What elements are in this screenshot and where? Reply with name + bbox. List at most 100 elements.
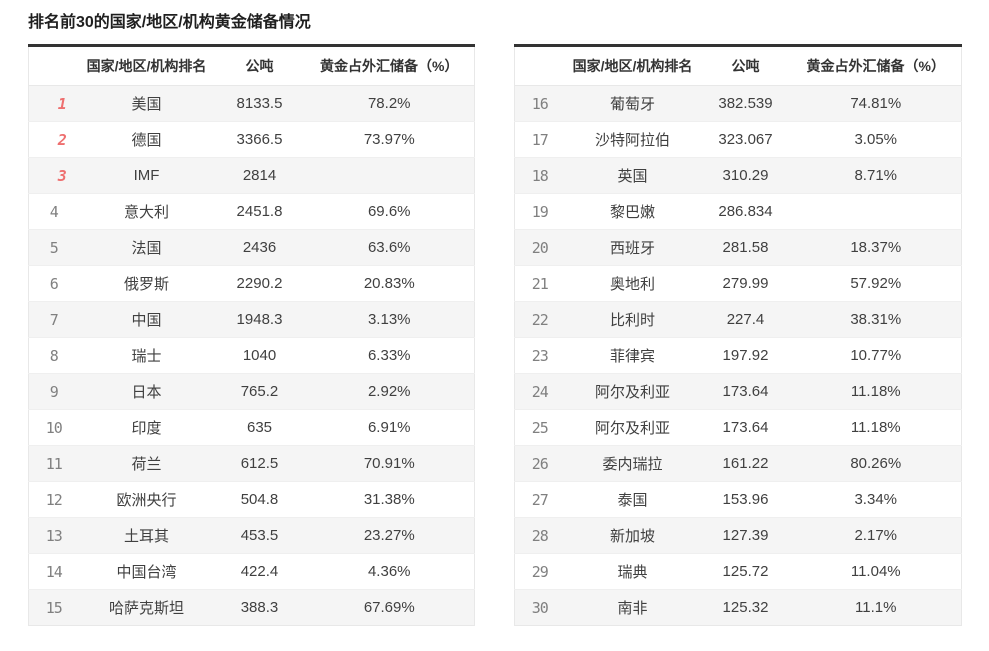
pct-cell: 74.81% <box>850 95 902 112</box>
rank-cell: 6 <box>28 265 79 302</box>
country-cell: 比利时 <box>564 301 701 338</box>
tonnes-column-header: 公吨 <box>214 45 305 86</box>
rank-cell: 20 <box>514 229 565 266</box>
tonnes-cell: 127.39 <box>700 517 791 554</box>
tonnes-cell: 382.539 <box>718 95 773 112</box>
pct-cell: 31.38% <box>304 481 475 518</box>
pct-cell: 11.18% <box>790 409 962 446</box>
rank-cell: 30 <box>514 589 565 626</box>
table-row: 27 泰国 153.96 3.34% <box>514 481 962 518</box>
tonnes-cell: 227.4 <box>700 301 791 338</box>
table-row: 5 法国 2436 63.6% <box>28 229 475 266</box>
tonnes-cell: 3366.5 <box>214 121 305 158</box>
rank-cell: 21 <box>514 265 565 302</box>
table-row: 16 葡萄牙 382.539 74.81% <box>514 85 962 122</box>
pct-cell: 73.97% <box>304 121 475 158</box>
country-cell: 委内瑞拉 <box>564 445 701 482</box>
tonnes-cell: 153.96 <box>700 481 791 518</box>
rank-cell: 11 <box>28 445 79 482</box>
page-title: 排名前30的国家/地区/机构黄金储备情况 <box>28 14 311 31</box>
table-row: 21 奥地利 279.99 57.92% <box>514 265 962 302</box>
country-cell: 土耳其 <box>78 517 215 554</box>
country-cell: 葡萄牙 <box>609 96 655 113</box>
rank-cell: 15 <box>28 589 79 626</box>
table-row: 18 英国 310.29 8.71% <box>514 157 962 194</box>
country-cell: 奥地利 <box>564 265 701 302</box>
rank-cell: 14 <box>28 553 79 590</box>
tonnes-cell: 765.2 <box>214 373 305 410</box>
country-cell: 阿尔及利亚 <box>564 409 701 446</box>
tonnes-cell: 2814 <box>214 157 305 194</box>
pct-cell: 8.71% <box>790 157 962 194</box>
pct-cell: 80.26% <box>790 445 962 482</box>
tonnes-cell: 1040 <box>214 337 305 374</box>
table-row: 13 土耳其 453.5 23.27% <box>28 517 475 554</box>
tonnes-cell: 286.834 <box>700 193 791 230</box>
tonnes-cell: 323.067 <box>700 121 791 158</box>
table-row: 19 黎巴嫩 286.834 <box>514 193 962 230</box>
table-row: 4 意大利 2451.8 69.6% <box>28 193 475 230</box>
pct-cell: 78.2% <box>367 95 411 112</box>
rank-cell: 13 <box>28 517 79 554</box>
gold-reserves-table-right: 国家/地区/机构排名 公吨 黄金占外汇储备（%） 16 葡萄牙 382.539 74.… <box>514 44 962 626</box>
tonnes-cell: 504.8 <box>214 481 305 518</box>
rank-cell: 23 <box>514 337 565 374</box>
tonnes-cell: 173.64 <box>700 409 791 446</box>
table-row: 7 中国 1948.3 3.13% <box>28 301 475 338</box>
country-cell: 新加坡 <box>564 517 701 554</box>
table-row: 28 新加坡 127.39 2.17% <box>514 517 962 554</box>
table-row: 20 西班牙 281.58 18.37% <box>514 229 962 266</box>
rank-cell: 5 <box>28 229 79 266</box>
table-row: 29 瑞典 125.72 11.04% <box>514 553 962 590</box>
table-header: 国家/地区/机构排名 公吨 黄金占外汇储备（%） <box>514 45 962 86</box>
pct-cell: 67.69% <box>304 589 475 626</box>
country-cell: 菲律宾 <box>564 337 701 374</box>
tables-container: 国家/地区/机构排名 公吨 黄金占外汇储备（%） 1 美国 8133.5 78.2% 2… <box>28 44 989 626</box>
table-row: 2 德国 3366.5 73.97% <box>28 121 475 158</box>
rank-cell: 1 <box>57 94 67 113</box>
pct-cell: 23.27% <box>304 517 475 554</box>
tonnes-cell: 125.72 <box>700 553 791 590</box>
tonnes-cell: 2290.2 <box>214 265 305 302</box>
pct-cell: 11.1% <box>790 589 962 626</box>
country-column-header: 国家/地区/机构排名 <box>564 45 701 86</box>
country-cell: 南非 <box>564 589 701 626</box>
pct-cell: 20.83% <box>304 265 475 302</box>
rank-cell: 22 <box>514 301 565 338</box>
country-cell: 沙特阿拉伯 <box>564 121 701 158</box>
pct-cell: 38.31% <box>790 301 962 338</box>
country-cell: 西班牙 <box>564 229 701 266</box>
rank-cell: 27 <box>514 481 565 518</box>
table-row: 25 阿尔及利亚 173.64 11.18% <box>514 409 962 446</box>
table-row: 6 俄罗斯 2290.2 20.83% <box>28 265 475 302</box>
rank-cell: 18 <box>514 157 565 194</box>
country-cell: 英国 <box>564 157 701 194</box>
pct-cell: 57.92% <box>790 265 962 302</box>
rank-cell: 8 <box>28 337 79 374</box>
pct-cell: 6.91% <box>304 409 475 446</box>
rank-column-header <box>514 45 565 86</box>
country-column-header: 国家/地区/机构排名 <box>78 45 215 86</box>
tonnes-cell: 453.5 <box>214 517 305 554</box>
tonnes-cell: 161.22 <box>700 445 791 482</box>
pct-cell: 4.36% <box>304 553 475 590</box>
tonnes-cell: 281.58 <box>700 229 791 266</box>
gold-reserves-table-left: 国家/地区/机构排名 公吨 黄金占外汇储备（%） 1 美国 8133.5 78.2% 2… <box>28 44 475 626</box>
rank-cell: 19 <box>514 193 565 230</box>
table-row: 14 中国台湾 422.4 4.36% <box>28 553 475 590</box>
country-cell: 瑞士 <box>78 337 215 374</box>
tonnes-cell: 1948.3 <box>214 301 305 338</box>
tonnes-cell: 173.64 <box>700 373 791 410</box>
country-cell: 泰国 <box>564 481 701 518</box>
pct-cell: 6.33% <box>304 337 475 374</box>
table-row: 3 IMF 2814 <box>28 157 475 194</box>
pct-cell: 2.17% <box>790 517 962 554</box>
table-row: 24 阿尔及利亚 173.64 11.18% <box>514 373 962 410</box>
table-row: 11 荷兰 612.5 70.91% <box>28 445 475 482</box>
country-cell: 美国 <box>131 96 162 113</box>
tonnes-cell: 2436 <box>214 229 305 266</box>
header-row: 国家/地区/机构排名 公吨 黄金占外汇储备（%） <box>514 45 962 86</box>
pct-cell <box>304 157 475 194</box>
rank-cell: 16 <box>531 94 549 113</box>
pct-cell: 11.18% <box>790 373 962 410</box>
